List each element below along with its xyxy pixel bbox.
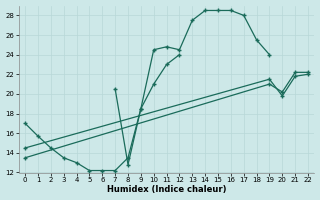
- X-axis label: Humidex (Indice chaleur): Humidex (Indice chaleur): [107, 185, 226, 194]
